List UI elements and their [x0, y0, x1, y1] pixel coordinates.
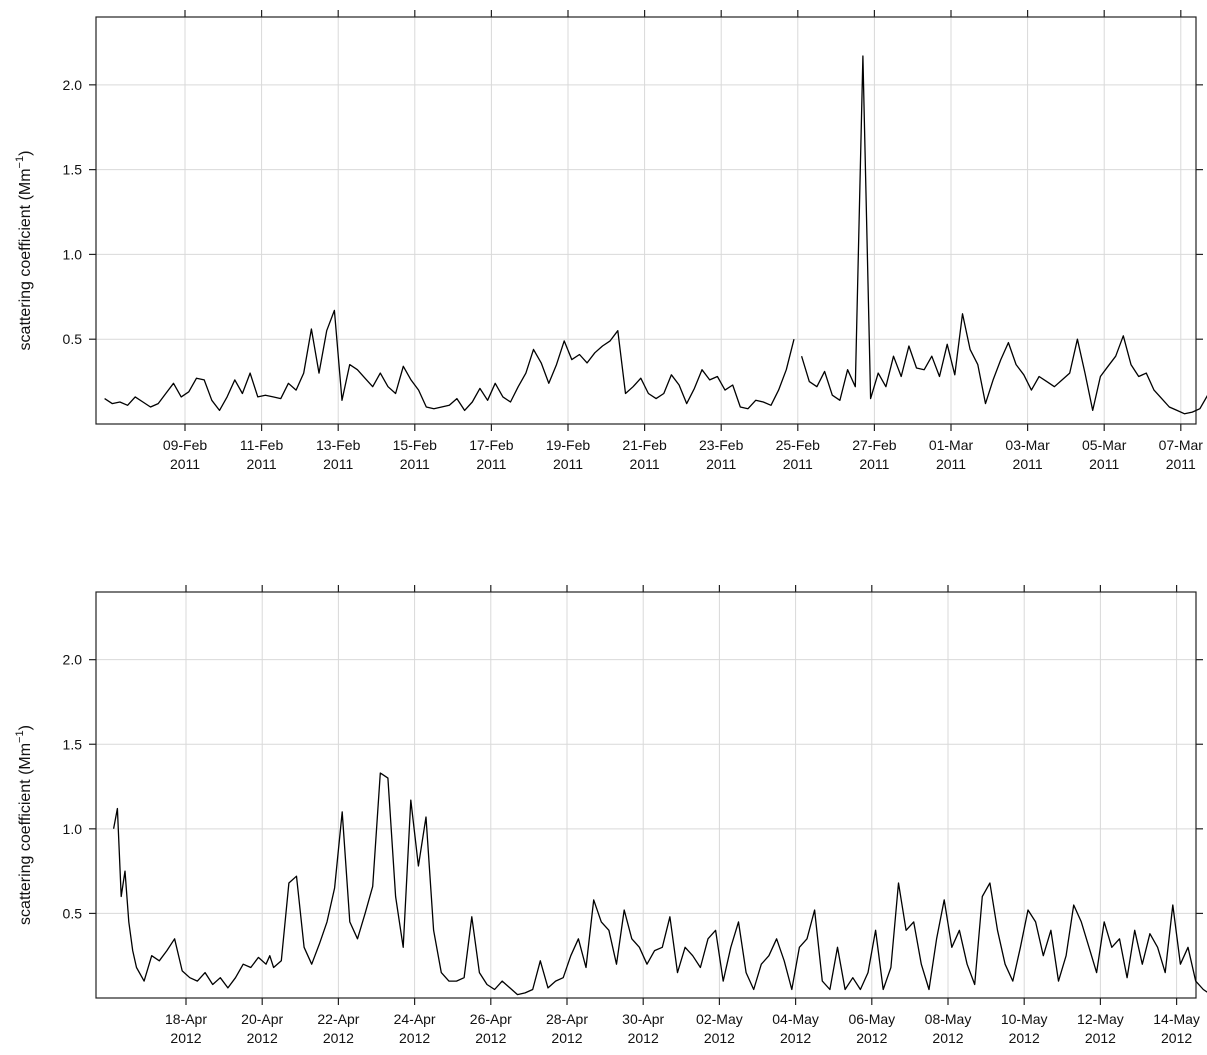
y-tick-label: 2.0 — [63, 77, 83, 93]
x-tick-label-date: 11-Feb — [240, 437, 284, 453]
x-tick-label-date: 19-Feb — [546, 437, 591, 453]
y-tick-label: 1.0 — [63, 821, 83, 837]
x-tick-label-date: 30-Apr — [622, 1011, 664, 1027]
x-tick-label-year: 2011 — [170, 456, 200, 472]
y-tick-label: 1.5 — [63, 162, 83, 178]
x-tick-label-date: 27-Feb — [852, 437, 897, 453]
x-tick-label-date: 25-Feb — [776, 437, 821, 453]
x-tick-label-date: 06-May — [848, 1011, 895, 1027]
x-tick-label-year: 2012 — [1009, 1030, 1040, 1046]
y-axis-label-sup: −1 — [14, 730, 26, 743]
y-axis-label-sup: −1 — [14, 156, 26, 169]
x-tick-label-date: 13-Feb — [316, 437, 361, 453]
x-tick-label-year: 2012 — [170, 1030, 201, 1046]
y-tick-label: 2.0 — [63, 652, 83, 668]
x-tick-label-year: 2012 — [932, 1030, 963, 1046]
x-tick-label-date: 22-Apr — [317, 1011, 359, 1027]
y-axis-label: scattering coefficient (Mm−1) — [14, 725, 34, 925]
x-tick-label-year: 2011 — [400, 456, 430, 472]
x-tick-label-date: 08-May — [925, 1011, 972, 1027]
x-tick-label-date: 01-Mar — [929, 437, 974, 453]
y-axis-label-close: ) — [17, 151, 34, 156]
x-tick-label-date: 14-May — [1153, 1011, 1200, 1027]
x-tick-label-date: 18-Apr — [165, 1011, 207, 1027]
y-axis-label-text: scattering coefficient (Mm — [17, 168, 34, 350]
x-tick-label-date: 15-Feb — [393, 437, 438, 453]
y-tick-label: 0.5 — [63, 331, 83, 347]
series-line — [104, 309, 795, 412]
x-tick-label-date: 26-Apr — [470, 1011, 512, 1027]
x-tick-label-year: 2011 — [476, 456, 506, 472]
y-tick-label: 1.0 — [63, 246, 83, 262]
x-tick-label-date: 24-Apr — [394, 1011, 436, 1027]
bottom-chart-panel: 18-Apr 2012 20-Apr 2012 22-Apr 2012 24-Apr 2012… — [14, 585, 1207, 1046]
x-tick-label-year: 2012 — [247, 1030, 278, 1046]
series-line — [112, 772, 1207, 996]
x-tick-label-year: 2012 — [628, 1030, 659, 1046]
plot-frame — [95, 16, 1197, 425]
x-tick-label-year: 2012 — [551, 1030, 582, 1046]
x-tick-label-date: 10-May — [1001, 1011, 1048, 1027]
x-tick-label-date: 21-Feb — [622, 437, 667, 453]
x-tick-label-year: 2011 — [247, 456, 277, 472]
y-axis-label: scattering coefficient (Mm−1) — [14, 151, 34, 351]
x-tick-label-year: 2012 — [780, 1030, 811, 1046]
x-tick-label-year: 2012 — [1085, 1030, 1116, 1046]
x-tick-label-year: 2012 — [475, 1030, 506, 1046]
x-tick-label-date: 07-Mar — [1159, 437, 1204, 453]
top-chart-panel: 09-Feb 2011 11-Feb 2011 13-Feb 2011 15-Feb 2011… — [14, 10, 1207, 472]
x-tick-label-year: 2012 — [399, 1030, 430, 1046]
x-tick-label-year: 2012 — [323, 1030, 354, 1046]
x-tick-label-year: 2011 — [1166, 456, 1196, 472]
x-tick-label-date: 17-Feb — [469, 437, 514, 453]
x-tick-label-date: 12-May — [1077, 1011, 1124, 1027]
x-tick-label-year: 2011 — [936, 456, 966, 472]
x-tick-label-year: 2012 — [704, 1030, 735, 1046]
y-axis-label-text: scattering coefficient (Mm — [17, 743, 34, 925]
x-tick-label-date: 05-Mar — [1082, 437, 1127, 453]
plot-frame — [95, 591, 1197, 999]
x-tick-label-date: 03-Mar — [1005, 437, 1050, 453]
x-tick-label-year: 2011 — [1089, 456, 1119, 472]
y-tick-label: 1.5 — [63, 736, 83, 752]
x-tick-label-date: 20-Apr — [241, 1011, 283, 1027]
x-tick-label-year: 2011 — [859, 456, 889, 472]
x-tick-label-date: 02-May — [696, 1011, 743, 1027]
x-tick-label-year: 2011 — [553, 456, 583, 472]
x-tick-label-year: 2011 — [783, 456, 813, 472]
y-axis-label-close: ) — [17, 725, 34, 730]
series-line — [800, 55, 1207, 415]
x-tick-label-year: 2011 — [323, 456, 353, 472]
x-tick-label-year: 2012 — [856, 1030, 887, 1046]
x-tick-label-date: 04-May — [772, 1011, 819, 1027]
y-tick-label: 0.5 — [63, 905, 83, 921]
x-tick-label-year: 2011 — [706, 456, 736, 472]
x-tick-label-date: 09-Feb — [163, 437, 208, 453]
x-tick-label-date: 23-Feb — [699, 437, 744, 453]
x-tick-label-date: 28-Apr — [546, 1011, 588, 1027]
x-tick-label-year: 2012 — [1161, 1030, 1192, 1046]
x-tick-label-year: 2011 — [630, 456, 660, 472]
x-tick-label-year: 2011 — [1013, 456, 1043, 472]
